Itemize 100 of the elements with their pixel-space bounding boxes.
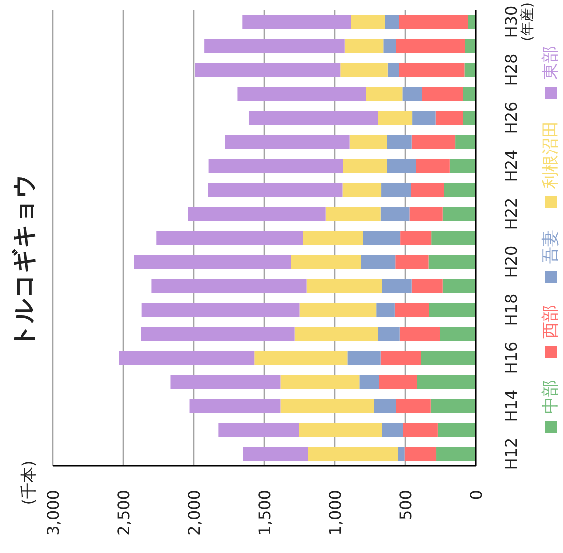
bar	[208, 159, 344, 174]
bar	[396, 39, 466, 54]
bar	[444, 183, 476, 198]
text: 利根沼田	[541, 121, 561, 189]
bar	[421, 351, 476, 366]
bar	[465, 39, 476, 54]
x-tick-label: 0	[466, 490, 486, 500]
bar	[463, 87, 476, 102]
bar	[428, 255, 476, 270]
bar	[412, 135, 456, 150]
bar	[394, 303, 430, 318]
bar	[294, 327, 378, 342]
bar	[366, 87, 403, 102]
bar	[388, 63, 400, 78]
y-tick-label: H18	[502, 294, 520, 326]
text: 吾妻	[541, 230, 561, 264]
bar	[429, 303, 476, 318]
bar	[361, 255, 396, 270]
bar	[402, 87, 422, 102]
bar	[300, 303, 377, 318]
text: 東部	[541, 46, 561, 80]
bar	[376, 303, 395, 318]
y-tick-label: H28	[502, 54, 520, 86]
x-tick-label: 2,500	[114, 490, 133, 536]
x-tick-label: 3,000	[44, 490, 62, 536]
bar	[242, 15, 352, 30]
y-tick-label: H24	[502, 150, 520, 182]
bar	[363, 231, 401, 246]
bar	[404, 447, 437, 462]
x-tick-label: 1,500	[255, 490, 274, 536]
bar	[400, 231, 432, 246]
bar	[343, 159, 388, 174]
bar	[218, 423, 300, 438]
bar	[411, 183, 444, 198]
bar	[382, 279, 412, 294]
bar	[380, 351, 422, 366]
bar	[442, 207, 476, 222]
bar	[400, 327, 440, 342]
bar	[190, 399, 281, 414]
text: 中部	[541, 380, 561, 414]
y-tick-label: H26	[502, 102, 520, 134]
bar	[440, 327, 476, 342]
bar	[410, 207, 443, 222]
text: (千本)	[18, 460, 38, 506]
bar	[384, 39, 396, 54]
bar	[225, 135, 350, 150]
bar	[342, 183, 382, 198]
bar	[195, 63, 341, 78]
text: 西部	[541, 305, 561, 339]
bar	[142, 303, 300, 318]
bar	[442, 279, 476, 294]
bar	[456, 135, 476, 150]
bar	[385, 15, 400, 30]
bar	[308, 447, 398, 462]
bar	[438, 423, 476, 438]
bar	[450, 159, 476, 174]
bar	[403, 423, 438, 438]
bar	[280, 399, 374, 414]
y-tick-label: H12	[502, 438, 520, 470]
bar	[374, 399, 396, 414]
x-tick-label: 500	[396, 490, 415, 521]
bar	[432, 231, 476, 246]
x-tick-label: 1,000	[326, 490, 344, 536]
text: トルコギキョウ	[10, 174, 38, 348]
bar	[412, 279, 443, 294]
bar	[141, 327, 295, 342]
bar	[387, 135, 412, 150]
bar	[422, 87, 464, 102]
bar	[464, 63, 476, 78]
bar	[436, 111, 464, 126]
y-tick-label: H22	[502, 198, 520, 230]
bar	[399, 63, 465, 78]
y-tick-label: H30	[502, 6, 520, 38]
bar	[348, 351, 381, 366]
bar	[204, 39, 345, 54]
bar	[156, 231, 304, 246]
bar	[299, 423, 382, 438]
bar	[396, 399, 431, 414]
bar	[344, 39, 384, 54]
bar	[468, 15, 476, 30]
bar	[119, 351, 255, 366]
bar	[248, 111, 378, 126]
bar	[360, 375, 380, 390]
bar	[188, 207, 326, 222]
bar	[134, 255, 292, 270]
bar	[436, 447, 476, 462]
bar	[350, 135, 388, 150]
bar	[291, 255, 362, 270]
bar	[416, 159, 450, 174]
bar	[380, 207, 410, 222]
bar	[208, 183, 343, 198]
y-axis-title: (年産)	[520, 2, 536, 42]
bar	[254, 351, 348, 366]
bar	[340, 63, 388, 78]
bar	[398, 447, 405, 462]
bar	[238, 87, 366, 102]
bar	[243, 447, 308, 462]
bar	[396, 255, 429, 270]
bar	[412, 111, 436, 126]
bar	[351, 15, 386, 30]
